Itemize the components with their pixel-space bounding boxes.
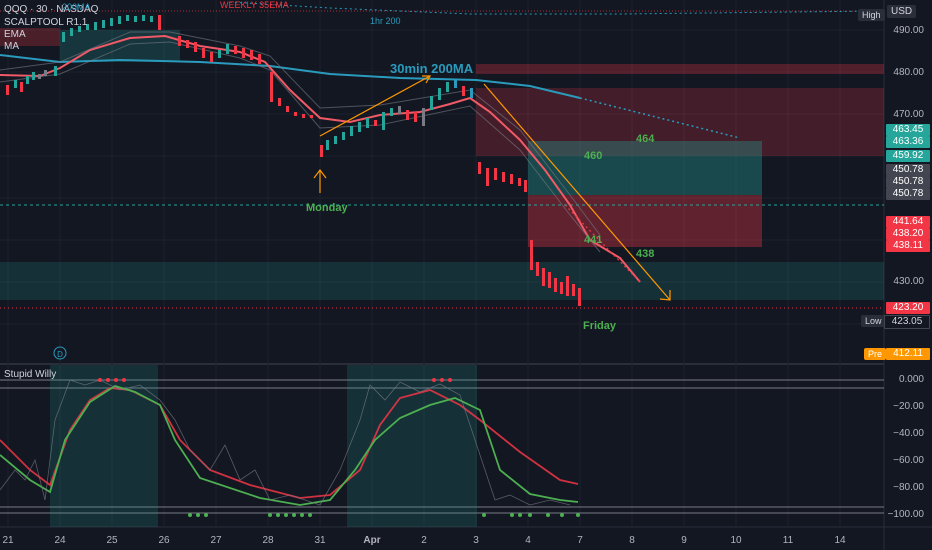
time-label: Apr [363, 535, 381, 546]
tag-200ma: 200MA [62, 2, 91, 12]
time-label: 7 [577, 535, 583, 546]
annotation-438: 438 [636, 248, 655, 260]
osc-label-20: −20.00 [893, 401, 924, 412]
pre-label: Pre [864, 348, 887, 360]
price-tag-459-92: 459.92 [886, 150, 930, 162]
osc-label-40: −40.00 [893, 428, 924, 439]
price-label-430: 430.00 [893, 276, 924, 287]
time-label: 4 [525, 535, 531, 546]
time-label: 10 [730, 535, 742, 546]
price-tag-450-78-a: 450.78 [886, 164, 930, 176]
time-label: 21 [2, 535, 14, 546]
time-label: 2 [421, 535, 427, 546]
osc-label-100: −100.00 [887, 509, 924, 520]
dividend-marker[interactable]: D [57, 350, 63, 359]
annotation-30min-200ma: 30min 200MA [390, 61, 474, 76]
time-label: 26 [158, 535, 170, 546]
low-label: Low [861, 315, 886, 327]
osc-label-0: 0.000 [898, 374, 924, 385]
price-tag-450-78-c: 450.78 [886, 188, 930, 200]
tag-1hr-200: 1hr 200 [370, 16, 401, 26]
annotation-460: 460 [584, 150, 603, 162]
osc-label-60: −60.00 [893, 455, 924, 466]
price-tag-463-45: 463.45 [886, 124, 930, 136]
time-label: 3 [473, 535, 479, 546]
tag-weekly-35ema: WEEKLY 35EMA [220, 0, 289, 10]
price-tag-441-64: 441.64 [886, 216, 930, 228]
price-tag-423-20: 423.20 [886, 302, 930, 314]
high-label: High [858, 9, 885, 21]
time-label: 24 [54, 535, 66, 546]
price-tag-450-78-b: 450.78 [886, 176, 930, 188]
price-tag-438-20: 438.20 [886, 228, 930, 240]
price-label-470: 470.00 [893, 109, 924, 120]
time-label: 28 [262, 535, 274, 546]
annotation-monday: Monday [306, 202, 348, 214]
legend-ma[interactable]: MA [4, 41, 19, 52]
symbol-legend[interactable]: QQQ · 30 · NASDAQ [4, 4, 99, 15]
price-tag-438-11: 438.11 [886, 240, 930, 252]
time-label: 27 [210, 535, 222, 546]
price-tag-463-36: 463.36 [886, 136, 930, 148]
pre-value-tag: 412.11 [886, 348, 930, 360]
time-label: 25 [106, 535, 118, 546]
annotation-friday: Friday [583, 320, 617, 332]
annotation-464: 464 [636, 133, 655, 145]
legend-oscillator[interactable]: Stupid Willy [4, 369, 57, 380]
legend-ema[interactable]: EMA [4, 29, 26, 40]
time-label: 11 [782, 535, 794, 546]
price-label-490: 490.00 [893, 25, 924, 36]
time-label: 8 [629, 535, 635, 546]
price-label-480: 480.00 [893, 67, 924, 78]
low-value-tag: 423.05 [884, 315, 930, 329]
time-label: 31 [314, 535, 326, 546]
currency-button[interactable]: USD [887, 5, 917, 18]
annotation-441: 441 [584, 234, 603, 246]
time-label: 9 [681, 535, 687, 546]
legend-scalptool[interactable]: SCALPTOOL R1.1 [4, 17, 88, 28]
time-label: 14 [834, 535, 846, 546]
osc-label-80: −80.00 [893, 482, 924, 493]
